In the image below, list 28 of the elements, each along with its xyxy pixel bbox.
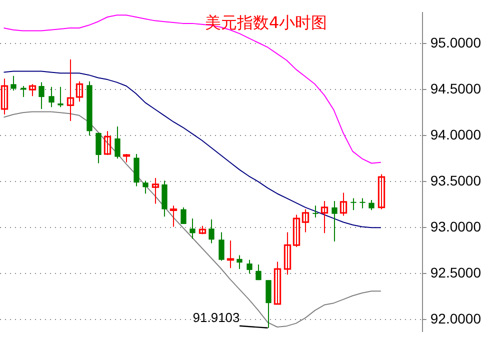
- y-tick-label: 92.0000: [430, 310, 482, 326]
- candlestick: [256, 264, 262, 281]
- candlestick: [246, 259, 252, 274]
- candlestick: [218, 232, 224, 262]
- y-tick-label: 94.0000: [430, 126, 482, 143]
- candlestick: [38, 82, 44, 110]
- candlestick: [190, 218, 196, 240]
- candlestick: [114, 126, 120, 160]
- candlestick: [368, 200, 374, 211]
- candlestick: [236, 254, 242, 270]
- candlestick: [360, 198, 366, 209]
- candlestick: [208, 218, 214, 244]
- y-tick-label: 93.0000: [430, 218, 482, 235]
- candlestick: [266, 280, 272, 328]
- candlestick: [142, 180, 148, 194]
- candlestick: [10, 75, 16, 92]
- y-tick-label: 92.5000: [430, 264, 482, 281]
- y-tick-label: 94.5000: [430, 80, 482, 97]
- candlestick: [312, 205, 318, 218]
- y-tick-label: 95.0000: [430, 34, 482, 51]
- candlestick: [332, 200, 338, 242]
- candlestick: [58, 86, 64, 108]
- y-tick-label: 93.5000: [430, 172, 482, 189]
- candlestick: [180, 206, 186, 224]
- annotation: 91.9103: [192, 310, 240, 325]
- candlestick: [48, 86, 54, 108]
- candlestick: [96, 132, 102, 164]
- candlestick: [350, 198, 356, 211]
